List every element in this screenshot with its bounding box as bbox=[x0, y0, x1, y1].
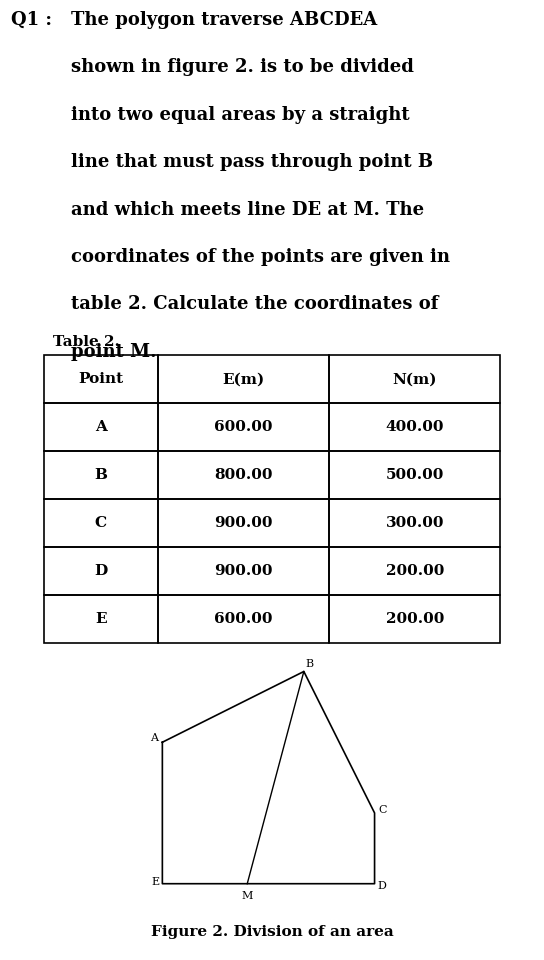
Text: E: E bbox=[95, 612, 107, 626]
Text: 500.00: 500.00 bbox=[386, 468, 444, 482]
Text: A: A bbox=[150, 732, 158, 743]
Bar bbox=[158, 595, 329, 643]
Bar bbox=[158, 547, 329, 595]
Text: E(m): E(m) bbox=[222, 372, 264, 386]
Bar bbox=[329, 595, 500, 643]
Bar bbox=[44, 595, 158, 643]
Bar bbox=[158, 499, 329, 547]
Text: 300.00: 300.00 bbox=[386, 516, 444, 530]
Bar bbox=[44, 451, 158, 499]
Bar bbox=[158, 403, 329, 451]
Text: table 2. Calculate the coordinates of: table 2. Calculate the coordinates of bbox=[71, 296, 438, 314]
Bar bbox=[158, 355, 329, 403]
Text: 200.00: 200.00 bbox=[386, 612, 444, 626]
Text: N(m): N(m) bbox=[393, 372, 437, 386]
Text: coordinates of the points are given in: coordinates of the points are given in bbox=[71, 248, 450, 266]
Text: 400.00: 400.00 bbox=[386, 420, 444, 434]
Bar bbox=[329, 403, 500, 451]
Bar bbox=[329, 355, 500, 403]
Text: D: D bbox=[94, 564, 107, 578]
Text: 900.00: 900.00 bbox=[214, 564, 273, 578]
Text: A: A bbox=[95, 420, 107, 434]
Bar bbox=[329, 547, 500, 595]
Text: D: D bbox=[378, 881, 386, 892]
Text: shown in figure 2. is to be divided: shown in figure 2. is to be divided bbox=[71, 59, 413, 77]
Text: into two equal areas by a straight: into two equal areas by a straight bbox=[71, 106, 409, 124]
Text: 200.00: 200.00 bbox=[386, 564, 444, 578]
Text: line that must pass through point B: line that must pass through point B bbox=[71, 154, 433, 171]
Text: E: E bbox=[151, 877, 159, 887]
Text: C: C bbox=[95, 516, 107, 530]
Text: and which meets line DE at M. The: and which meets line DE at M. The bbox=[71, 201, 424, 219]
Text: Figure 2. Division of an area: Figure 2. Division of an area bbox=[151, 925, 393, 940]
Bar bbox=[44, 499, 158, 547]
Text: Q1 :: Q1 : bbox=[11, 11, 58, 29]
Bar bbox=[329, 499, 500, 547]
Text: Point: Point bbox=[78, 372, 123, 386]
Bar bbox=[44, 547, 158, 595]
Text: 600.00: 600.00 bbox=[214, 420, 273, 434]
Bar bbox=[44, 355, 158, 403]
Text: point M.: point M. bbox=[71, 343, 156, 361]
Text: C: C bbox=[379, 805, 387, 815]
Text: B: B bbox=[305, 660, 313, 669]
Text: M: M bbox=[242, 891, 253, 900]
Text: 900.00: 900.00 bbox=[214, 516, 273, 530]
Bar bbox=[158, 451, 329, 499]
Text: The polygon traverse ABCDEA: The polygon traverse ABCDEA bbox=[71, 11, 377, 29]
Bar bbox=[329, 451, 500, 499]
Bar bbox=[44, 403, 158, 451]
Text: 800.00: 800.00 bbox=[214, 468, 273, 482]
Text: 600.00: 600.00 bbox=[214, 612, 273, 626]
Text: B: B bbox=[94, 468, 107, 482]
Text: Table 2.: Table 2. bbox=[53, 335, 120, 349]
